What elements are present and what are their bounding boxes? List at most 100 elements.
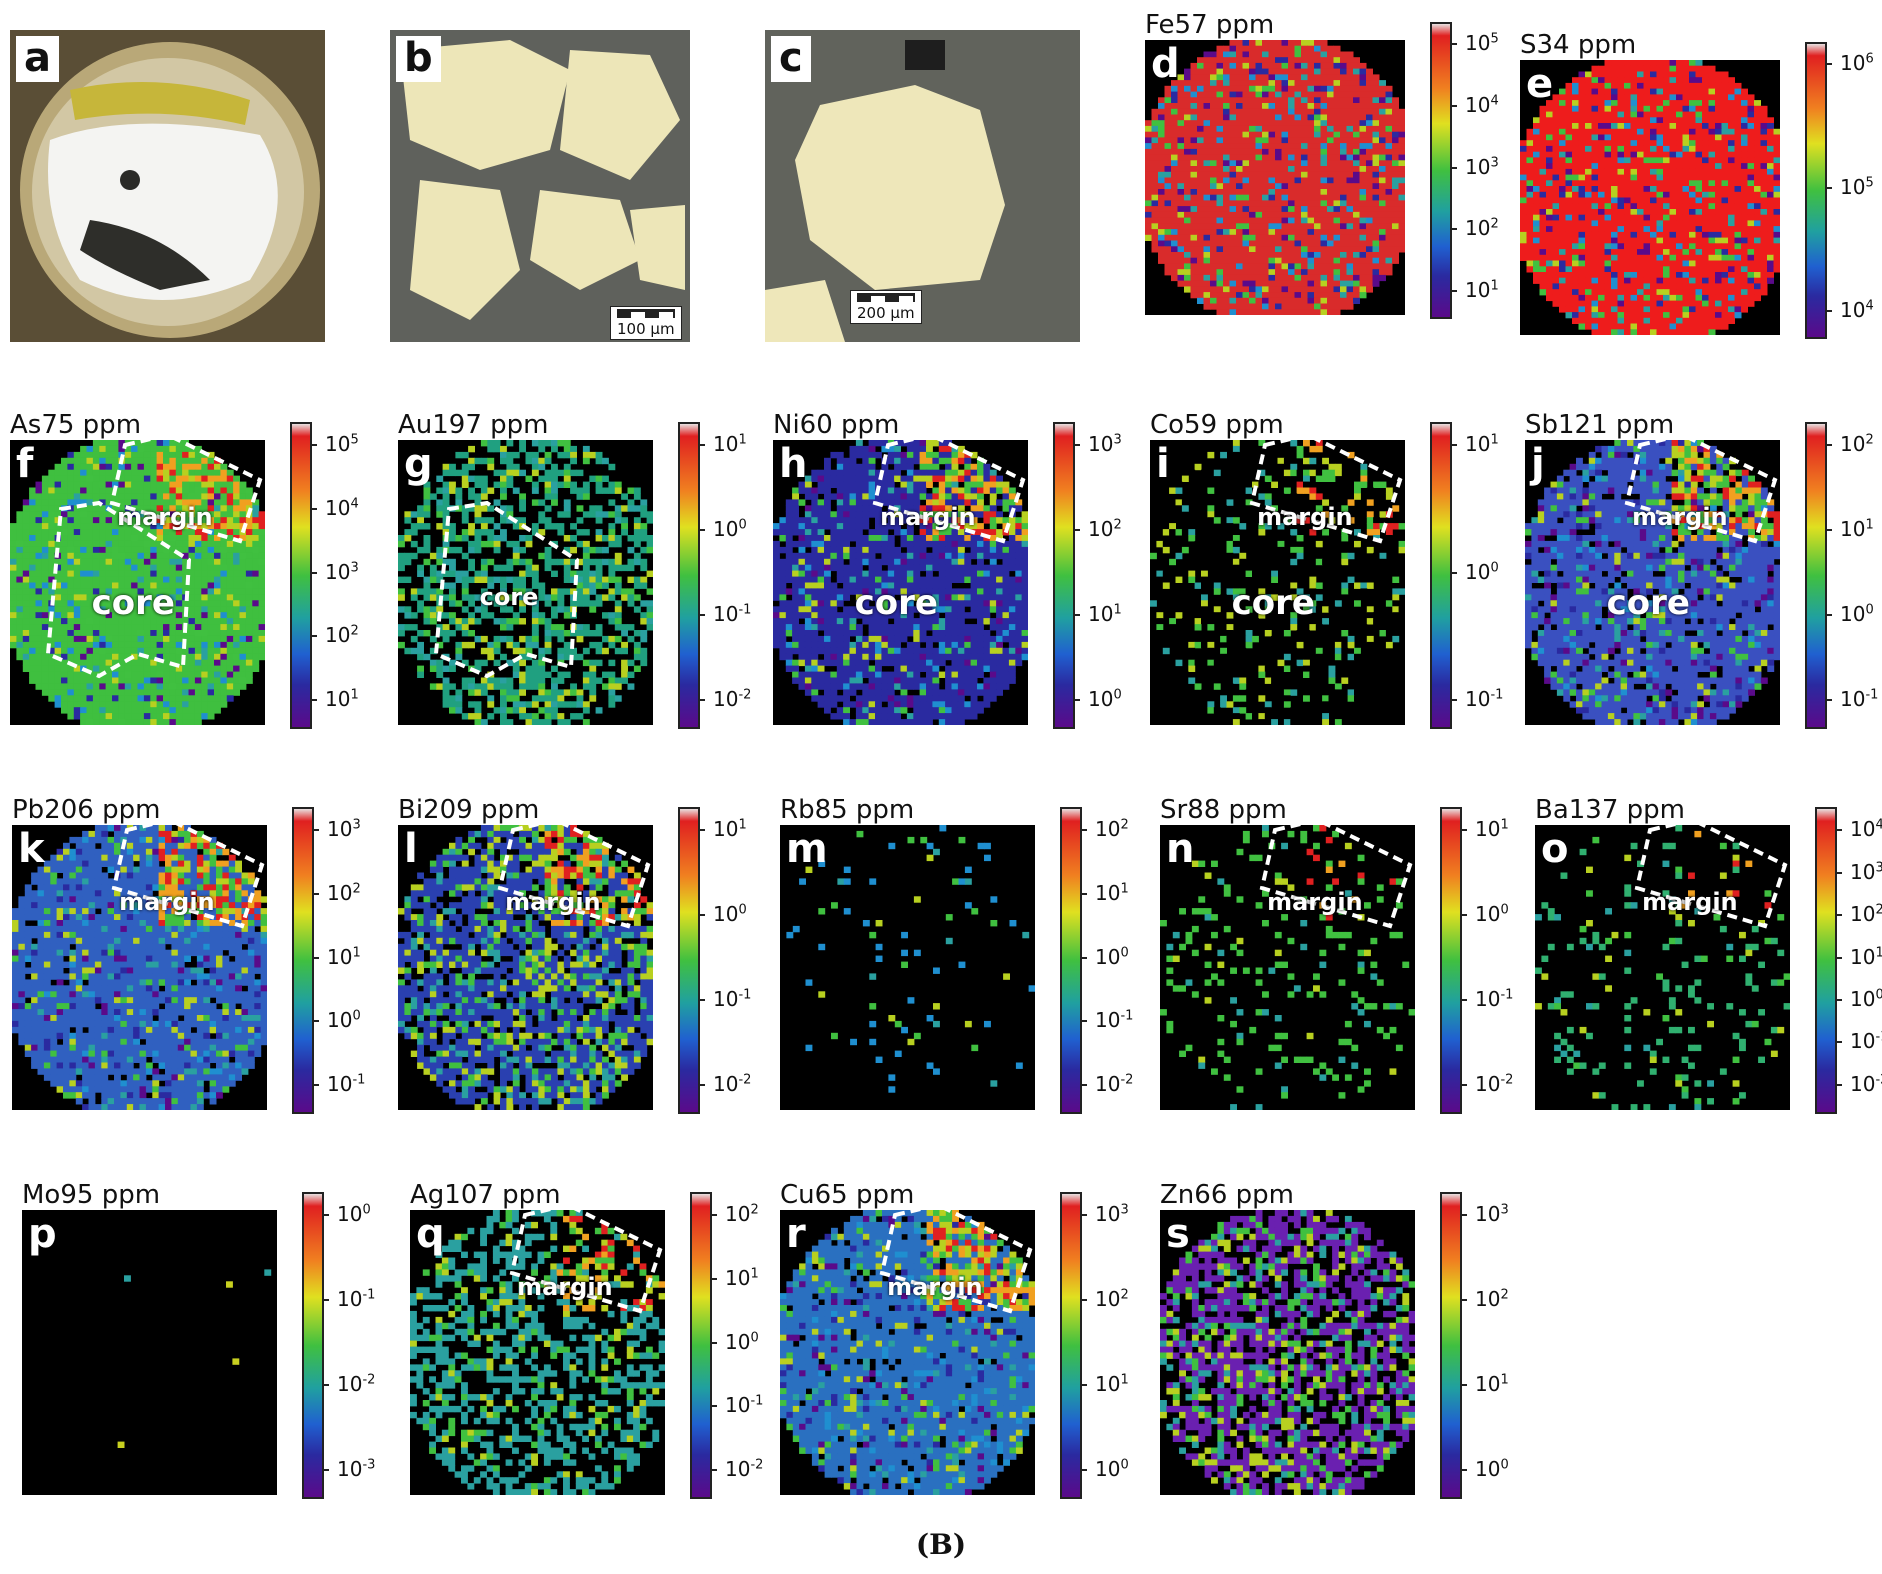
map-title-r: Cu65 ppm	[780, 1180, 915, 1210]
panel-letter-j: j	[1531, 441, 1545, 487]
colorbar-tick-i-1: 100	[1451, 559, 1499, 584]
colorbar-tick-k-3: 100	[313, 1008, 361, 1033]
map-image-d: d	[1145, 40, 1405, 315]
colorbar-tick-r-1: 102	[1081, 1287, 1129, 1312]
map-image-n: n margin	[1160, 825, 1415, 1110]
colorbar-tick-n-2: 10-1	[1460, 986, 1514, 1011]
region-label-margin-l: margin	[505, 887, 601, 916]
region-label-core-f: core	[91, 582, 175, 623]
colorbar-i	[1430, 422, 1452, 729]
map-image-h: h margin core	[773, 440, 1028, 725]
colorbar-tick-r-2: 101	[1081, 1371, 1129, 1396]
margin-outline-l	[497, 825, 651, 929]
panel-letter-h: h	[779, 441, 808, 487]
region-label-margin-q: margin	[517, 1272, 613, 1301]
colorbar-f	[290, 422, 312, 729]
map-pixels-m	[786, 825, 1035, 1093]
map-title-m: Rb85 ppm	[780, 795, 915, 825]
region-label-core-i: core	[1231, 582, 1315, 623]
colorbar-tick-n-1: 100	[1461, 902, 1509, 927]
map-image-s: s	[1160, 1210, 1415, 1495]
margin-outline-r	[879, 1210, 1033, 1314]
map-title-g: Au197 ppm	[398, 410, 549, 440]
colorbar-tick-n-3: 10-2	[1460, 1071, 1514, 1096]
colorbar-tick-j-2: 100	[1826, 601, 1874, 626]
map-title-i: Co59 ppm	[1150, 410, 1284, 440]
colorbar-tick-p-1: 10-1	[322, 1287, 376, 1312]
colorbar-tick-f-1: 104	[311, 495, 359, 520]
colorbar-tick-q-2: 100	[711, 1329, 759, 1354]
map-image-f: f margin core	[10, 440, 265, 725]
colorbar-d	[1430, 22, 1452, 319]
map-pixels-i	[1150, 440, 1405, 725]
map-image-m: m	[780, 825, 1035, 1110]
map-pixels-n	[1160, 825, 1415, 1110]
map-pixels-g	[398, 440, 653, 725]
photo-panel-a: a	[10, 30, 325, 342]
colorbar-tick-f-0: 105	[311, 432, 359, 457]
scalebar-c: 200 µm	[850, 290, 922, 324]
map-image-l: l margin	[398, 825, 653, 1110]
colorbar-tick-s-3: 100	[1461, 1456, 1509, 1481]
colorbar-tick-m-1: 101	[1081, 880, 1129, 905]
colorbar-tick-r-0: 103	[1081, 1202, 1129, 1227]
region-label-margin-i: margin	[1257, 502, 1353, 531]
panel-letter-k: k	[18, 826, 45, 872]
map-image-e: e	[1520, 60, 1780, 335]
panel-letter-l: l	[404, 826, 418, 872]
panel-letter-e: e	[1526, 61, 1554, 107]
map-image-o: o margin	[1535, 825, 1790, 1110]
panel-letter-n: n	[1166, 826, 1195, 872]
colorbar-tick-n-0: 101	[1461, 817, 1509, 842]
colorbar-tick-s-2: 101	[1461, 1371, 1509, 1396]
colorbar-tick-o-2: 102	[1836, 902, 1882, 927]
map-image-g: g core	[398, 440, 653, 725]
colorbar-tick-m-2: 100	[1081, 944, 1129, 969]
map-title-l: Bi209 ppm	[398, 795, 540, 825]
panel-letter-b: b	[396, 36, 441, 82]
colorbar-tick-h-3: 100	[1074, 686, 1122, 711]
panel-letter-s: s	[1166, 1211, 1190, 1257]
colorbar-tick-g-1: 100	[699, 517, 747, 542]
colorbar-tick-g-3: 10-2	[698, 686, 752, 711]
colorbar-tick-l-3: 10-2	[698, 1071, 752, 1096]
core-outline-f	[45, 500, 192, 679]
map-title-f: As75 ppm	[10, 410, 142, 440]
map-pixels-j	[1525, 440, 1780, 725]
colorbar-tick-h-0: 103	[1074, 432, 1122, 457]
colorbar-r	[1060, 1192, 1082, 1499]
scalebar-b: 100 µm	[610, 306, 682, 340]
colorbar-tick-o-1: 103	[1836, 859, 1882, 884]
map-image-i: i margin core	[1150, 440, 1405, 725]
colorbar-tick-l-1: 100	[699, 902, 747, 927]
map-image-j: j margin core	[1525, 440, 1780, 725]
margin-outline-o	[1634, 825, 1788, 929]
margin-outline-j	[1624, 440, 1778, 544]
colorbar-tick-d-1: 104	[1451, 92, 1499, 117]
colorbar-tick-q-3: 10-1	[710, 1393, 764, 1418]
colorbar-tick-h-1: 102	[1074, 517, 1122, 542]
colorbar-tick-k-1: 102	[313, 880, 361, 905]
colorbar-tick-e-1: 105	[1826, 174, 1874, 199]
map-pixels-q	[410, 1210, 665, 1495]
map-pixels-r	[780, 1210, 1035, 1495]
colorbar-p	[302, 1192, 324, 1499]
map-title-p: Mo95 ppm	[22, 1180, 161, 1210]
colorbar-tick-j-3: 10-1	[1825, 686, 1879, 711]
colorbar-tick-d-3: 102	[1451, 216, 1499, 241]
colorbar-tick-e-0: 106	[1826, 51, 1874, 76]
map-pixels-o	[1535, 825, 1790, 1110]
scalebar-label-c: 200 µm	[857, 304, 915, 322]
photo-panel-c: c 200 µm	[765, 30, 1080, 342]
colorbar-tick-k-2: 101	[313, 944, 361, 969]
colorbar-h	[1053, 422, 1075, 729]
region-label-margin-h: margin	[880, 502, 976, 531]
region-label-margin-n: margin	[1267, 887, 1363, 916]
colorbar-tick-l-2: 10-1	[698, 986, 752, 1011]
map-image-p: p	[22, 1210, 277, 1495]
colorbar-k	[292, 807, 314, 1114]
colorbar-l	[678, 807, 700, 1114]
reflected-light-photo-c	[765, 30, 1080, 342]
panel-letter-f: f	[16, 441, 34, 487]
colorbar-tick-o-0: 104	[1836, 817, 1882, 842]
